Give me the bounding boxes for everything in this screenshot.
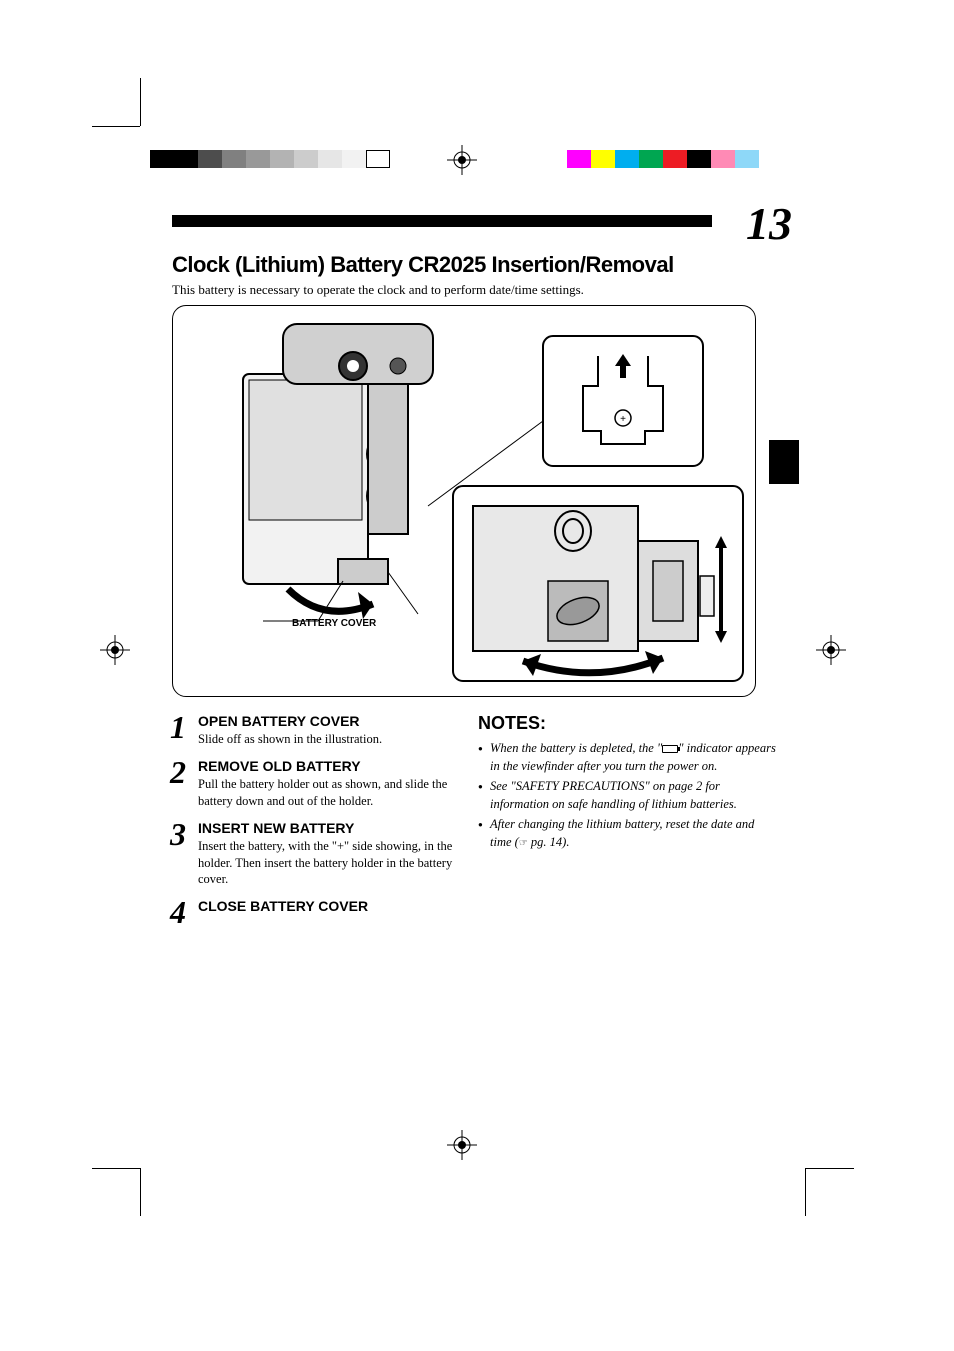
swatch xyxy=(150,150,174,168)
registration-mark-icon xyxy=(816,635,846,670)
step-item: 1OPEN BATTERY COVER Slide off as shown in… xyxy=(170,713,465,748)
svg-text:+: + xyxy=(620,414,626,425)
swatch xyxy=(318,150,342,168)
section-title: Clock (Lithium) Battery CR2025 Insertion… xyxy=(172,252,674,278)
step-body: Insert the battery, with the "+" side sh… xyxy=(198,838,465,889)
swatch xyxy=(615,150,639,168)
crop-mark xyxy=(806,1168,854,1169)
swatch xyxy=(342,150,366,168)
note-item: When the battery is depleted, the "" ind… xyxy=(478,740,778,775)
steps-list: 1OPEN BATTERY COVER Slide off as shown in… xyxy=(170,713,465,936)
swatch xyxy=(366,150,390,168)
step-number: 4 xyxy=(170,898,198,926)
step-number: 2 xyxy=(170,758,198,810)
swatch xyxy=(294,150,318,168)
registration-mark-icon xyxy=(447,1130,477,1165)
step-body: Slide off as shown in the illustration. xyxy=(198,731,465,748)
print-registration-row xyxy=(0,145,954,175)
swatch xyxy=(663,150,687,168)
swatch xyxy=(567,150,591,168)
grayscale-swatches xyxy=(150,150,390,168)
crop-mark xyxy=(805,1168,806,1216)
swatch xyxy=(711,150,735,168)
swatch xyxy=(591,150,615,168)
note-item: See "SAFETY PRECAUTIONS" on page 2 for i… xyxy=(478,778,778,813)
illustration-panel: + xyxy=(172,305,756,697)
illustration-label: BATTERY COVER xyxy=(292,618,376,629)
step-number: 1 xyxy=(170,713,198,748)
step-item: 2REMOVE OLD BATTERY Pull the battery hold… xyxy=(170,758,465,810)
step-item: 4CLOSE BATTERY COVER xyxy=(170,898,465,926)
registration-mark-icon xyxy=(100,635,130,670)
note-item: After changing the lithium battery, rese… xyxy=(478,816,778,851)
swatch xyxy=(246,150,270,168)
step-title: OPEN BATTERY COVER xyxy=(198,713,465,729)
swatch xyxy=(687,150,711,168)
step-title: REMOVE OLD BATTERY xyxy=(198,758,465,774)
swatch xyxy=(639,150,663,168)
notes-heading: NOTES: xyxy=(478,713,778,734)
step-body: Pull the battery holder out as shown, an… xyxy=(198,776,465,810)
swatch xyxy=(735,150,759,168)
notes-list: When the battery is depleted, the "" ind… xyxy=(478,740,778,851)
notes-section: NOTES: When the battery is depleted, the… xyxy=(478,713,778,854)
step-number: 3 xyxy=(170,820,198,889)
crop-mark xyxy=(92,126,140,127)
swatch xyxy=(270,150,294,168)
step-title: CLOSE BATTERY COVER xyxy=(198,898,465,914)
swatch xyxy=(222,150,246,168)
page-number: 13 xyxy=(746,197,792,250)
step-title: INSERT NEW BATTERY xyxy=(198,820,465,836)
crop-mark xyxy=(140,78,141,126)
thumb-tab xyxy=(769,440,799,484)
section-subtitle: This battery is necessary to operate the… xyxy=(172,282,584,298)
header-rule xyxy=(172,215,712,227)
step-item: 3INSERT NEW BATTERY Insert the battery, w… xyxy=(170,820,465,889)
registration-mark-icon xyxy=(447,145,477,180)
swatch xyxy=(198,150,222,168)
low-battery-icon xyxy=(662,745,678,753)
page-header: 13 xyxy=(172,215,782,227)
crop-mark xyxy=(92,1168,140,1169)
crop-mark xyxy=(140,1168,141,1216)
page-ref-icon: ☞ xyxy=(519,838,528,849)
swatch xyxy=(174,150,198,168)
color-swatches xyxy=(567,150,759,168)
